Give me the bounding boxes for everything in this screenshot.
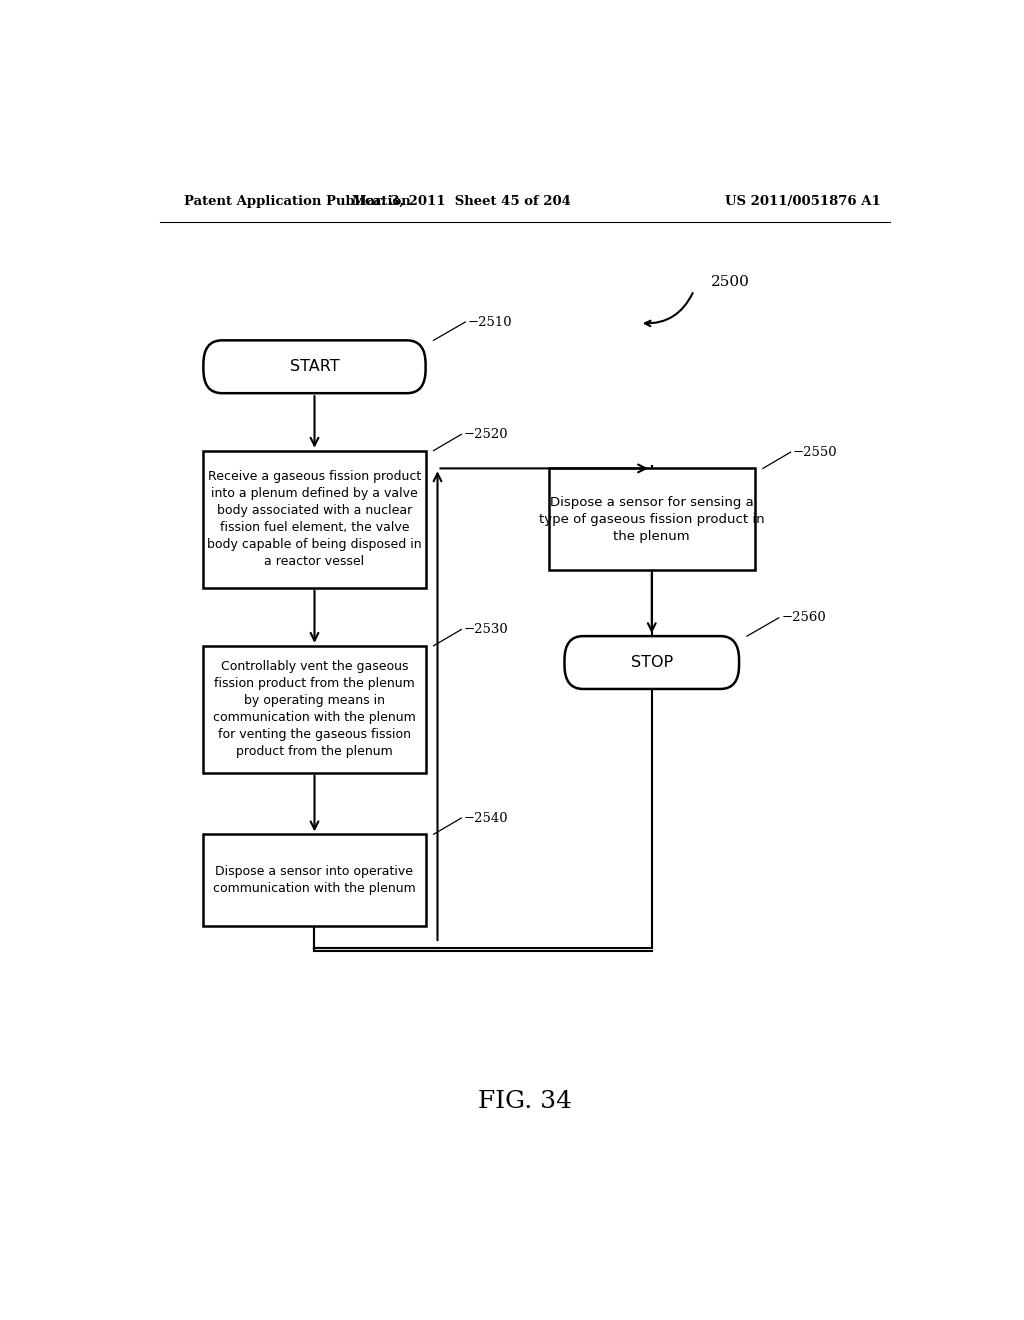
- Text: Receive a gaseous fission product
into a plenum defined by a valve
body associat: Receive a gaseous fission product into a…: [207, 470, 422, 568]
- Text: −2520: −2520: [464, 428, 508, 441]
- Text: 2500: 2500: [712, 276, 751, 289]
- Text: START: START: [290, 359, 339, 375]
- FancyBboxPatch shape: [564, 636, 739, 689]
- Text: Dispose a sensor into operative
communication with the plenum: Dispose a sensor into operative communic…: [213, 865, 416, 895]
- Text: Dispose a sensor for sensing a
type of gaseous fission product in
the plenum: Dispose a sensor for sensing a type of g…: [539, 496, 765, 543]
- Text: STOP: STOP: [631, 655, 673, 671]
- Text: FIG. 34: FIG. 34: [478, 1090, 571, 1113]
- Bar: [549, 469, 755, 570]
- Bar: [204, 645, 426, 772]
- Text: −2560: −2560: [781, 611, 826, 624]
- Text: Controllably vent the gaseous
fission product from the plenum
by operating means: Controllably vent the gaseous fission pr…: [213, 660, 416, 758]
- Text: −2510: −2510: [468, 315, 512, 329]
- Text: Mar. 3, 2011  Sheet 45 of 204: Mar. 3, 2011 Sheet 45 of 204: [352, 194, 570, 207]
- Text: −2530: −2530: [464, 623, 509, 636]
- Text: Patent Application Publication: Patent Application Publication: [183, 194, 411, 207]
- Bar: [204, 450, 426, 587]
- Text: US 2011/0051876 A1: US 2011/0051876 A1: [725, 194, 881, 207]
- Text: −2550: −2550: [793, 446, 838, 458]
- Bar: [204, 834, 426, 925]
- Text: −2540: −2540: [464, 812, 508, 825]
- FancyBboxPatch shape: [204, 341, 426, 393]
